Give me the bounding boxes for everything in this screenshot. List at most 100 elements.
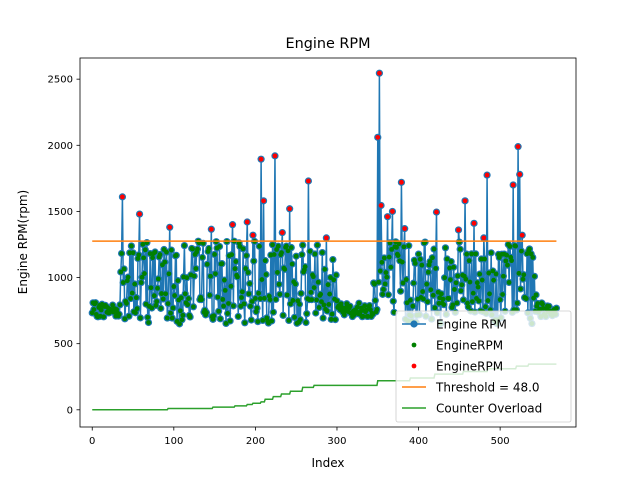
point-normal [251,258,257,264]
point-normal [172,293,178,298]
point-normal [546,303,552,309]
point-normal [163,291,169,297]
point-normal [195,246,200,252]
point-normal [503,258,509,264]
point-normal [514,300,520,306]
point-normal [252,296,258,301]
point-normal [235,314,241,319]
point-normal [155,276,161,282]
point-normal [124,278,130,284]
point-normal [168,310,173,316]
point-normal [133,295,139,301]
point-normal [428,287,434,293]
point-normal [215,294,221,300]
point-normal [455,273,461,279]
point-over-threshold [287,206,293,212]
point-normal [425,299,430,305]
point-normal [235,274,240,280]
point-over-threshold [137,211,142,217]
point-normal [240,246,246,252]
point-normal [491,277,497,283]
point-normal [110,302,116,308]
point-normal [292,281,298,287]
point-normal [382,281,388,287]
point-normal [297,317,303,323]
point-normal [425,269,431,275]
point-normal [241,301,247,307]
point-normal [316,305,322,310]
point-normal [239,295,244,300]
point-over-threshold [515,144,521,150]
point-normal [228,283,234,289]
point-normal [533,292,539,298]
point-normal [257,243,262,249]
point-normal [165,301,171,307]
point-normal [430,292,436,298]
point-normal [125,274,131,280]
point-normal [332,317,338,323]
x-tick-label: 500 [491,436,510,447]
point-normal [535,301,541,306]
point-normal [505,262,510,268]
point-normal [314,242,320,248]
point-over-threshold [208,226,214,232]
point-normal [464,251,470,257]
point-normal [193,266,199,271]
point-normal [261,295,267,301]
point-normal [421,296,426,302]
point-normal [474,280,480,286]
point-normal [420,289,426,294]
point-normal [446,296,452,301]
point-normal [311,285,317,290]
point-normal [175,278,181,283]
point-normal [204,261,210,267]
point-normal [244,253,249,258]
point-normal [380,291,386,297]
point-normal [299,252,305,258]
point-normal [178,295,184,301]
point-normal [330,257,336,262]
point-normal [457,246,463,252]
point-normal [313,310,319,316]
point-normal [262,258,268,264]
point-normal [140,241,146,247]
point-normal [466,258,472,264]
point-normal [217,316,223,322]
point-normal [303,320,309,325]
point-normal [134,306,140,312]
point-normal [331,277,337,283]
point-normal [324,308,330,314]
point-normal [320,315,326,321]
point-normal [442,275,448,281]
point-normal [150,255,156,261]
point-normal [309,297,315,303]
point-normal [391,309,397,315]
point-normal [419,262,425,268]
point-normal [368,307,373,313]
point-normal [117,302,123,308]
point-normal [153,303,159,308]
legend-marker-engine-rpm-points [411,342,417,348]
point-normal [496,255,502,260]
point-normal [329,311,335,317]
point-normal [310,274,316,280]
point-normal [101,314,107,320]
chart-title: Engine RPM [286,36,371,52]
point-normal [207,292,213,298]
point-normal [232,266,238,272]
point-normal [374,307,380,312]
point-normal [200,240,206,246]
point-normal [245,270,251,275]
point-normal [302,264,308,270]
point-over-threshold [402,226,408,232]
legend-label: Threshold = 48.0 [435,381,540,395]
point-normal [288,245,294,250]
point-normal [396,241,402,247]
point-normal [137,315,143,321]
point-normal [319,299,324,305]
point-normal [347,303,353,309]
point-normal [227,318,233,324]
point-over-threshold [375,134,381,140]
point-normal [116,311,122,317]
x-tick-label: 0 [89,436,95,447]
